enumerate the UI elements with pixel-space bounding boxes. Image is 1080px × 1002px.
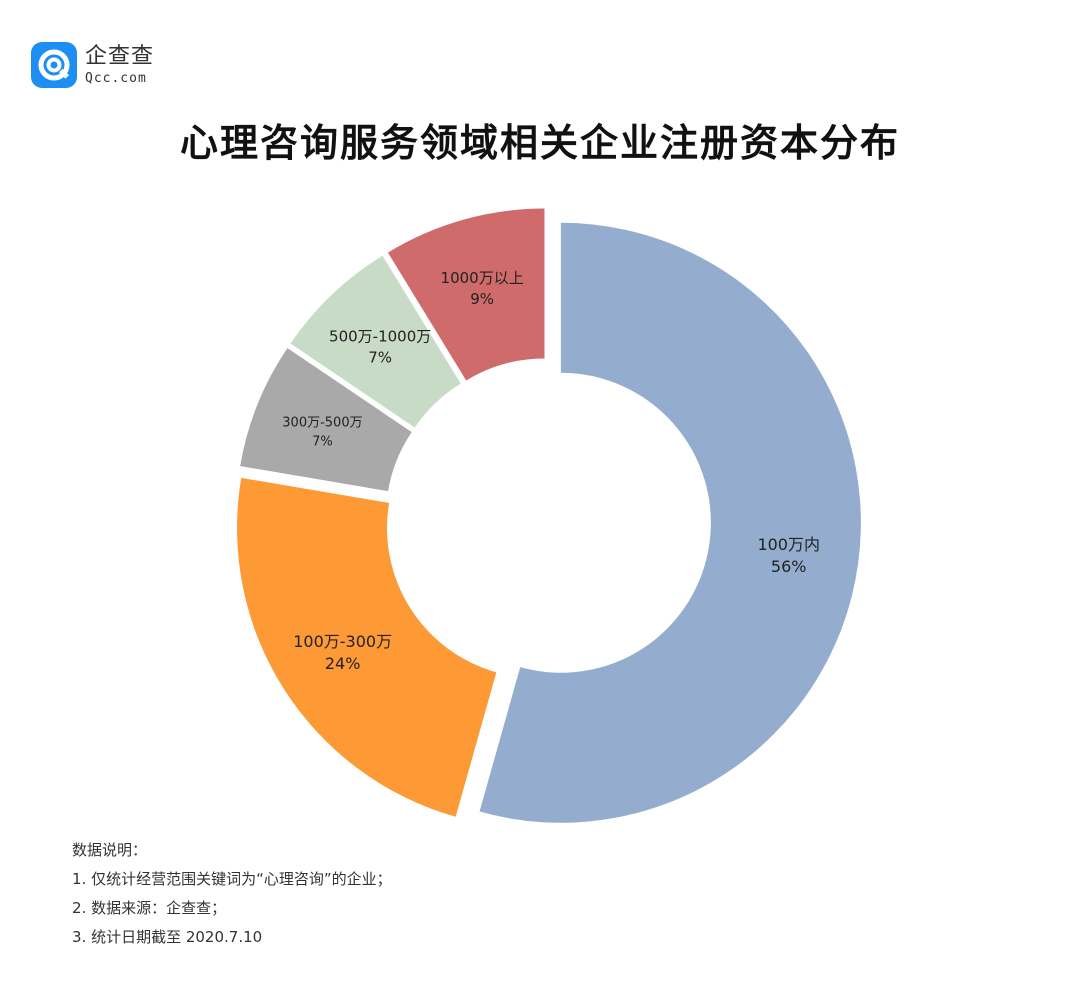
slice-category-label: 500万-1000万 [329, 327, 431, 345]
slice-2 [237, 477, 497, 817]
chart-title: 心理咨询服务领域相关企业注册资本分布 [179, 121, 900, 165]
slice-5 [387, 208, 545, 381]
brand-logo: 企查查 Qcc.com [31, 40, 154, 90]
data-notes: 数据说明： 1. 仅统计经营范围关键词为“心理咨询”的企业； 2. 数据来源：企… [72, 836, 392, 952]
slice-1 [479, 222, 861, 823]
notes-item: 3. 统计日期截至 2020.7.10 [72, 928, 263, 946]
brand-name-en: Qcc.com [85, 70, 147, 86]
notes-heading: 数据说明： [72, 841, 148, 859]
slice-category-label: 100万内 [757, 535, 820, 554]
slice-percent-label: 56% [771, 557, 807, 576]
slice-percent-label: 7% [312, 435, 333, 450]
slice-4 [290, 255, 461, 428]
slice-percent-label: 24% [325, 654, 361, 673]
notes-item: 2. 数据来源：企查查； [72, 899, 227, 917]
slice-percent-label: 7% [368, 348, 392, 366]
slice-category-label: 1000万以上 [441, 269, 524, 287]
labels-layer: 100万内 56% 100万-300万 24% 300万-500万 7% 500万-1000… [282, 269, 820, 673]
notes-item: 1. 仅统计经营范围关键词为“心理咨询”的企业； [72, 870, 392, 888]
brand-name-cn: 企查查 [85, 43, 155, 69]
slice-percent-label: 9% [470, 290, 494, 308]
slice-3 [240, 348, 412, 492]
slices-layer [237, 208, 861, 823]
qcc-logo-icon [31, 42, 77, 88]
slice-category-label: 100万-300万 [293, 632, 392, 651]
slice-category-label: 300万-500万 [282, 416, 362, 431]
